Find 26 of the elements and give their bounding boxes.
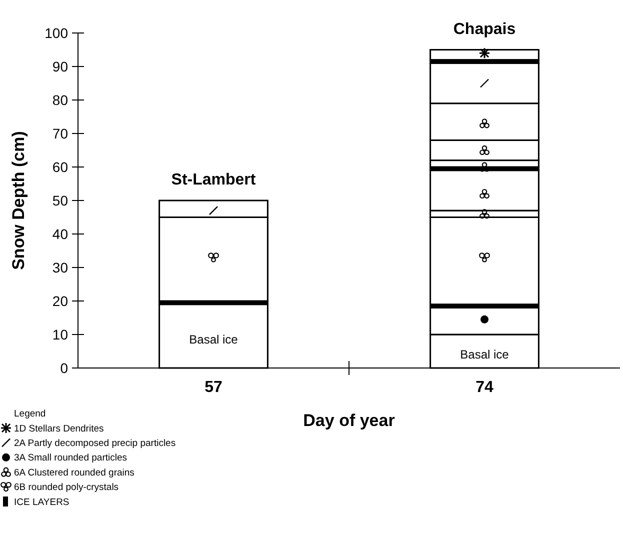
y-tick-label: 40 bbox=[52, 226, 68, 242]
legend-label: 6A Clustered rounded grains bbox=[14, 467, 135, 478]
x-tick-label: 74 bbox=[476, 379, 494, 396]
x-tick-label: 57 bbox=[204, 379, 222, 396]
y-tick-label: 80 bbox=[52, 92, 68, 108]
y-tick-label: 20 bbox=[52, 292, 68, 309]
x-axis-title: Day of year bbox=[303, 411, 396, 430]
legend-title: Legend bbox=[14, 408, 46, 420]
annotation: Chapais bbox=[453, 20, 516, 38]
annotation: Basal ice bbox=[460, 347, 510, 362]
y-tick-label: 70 bbox=[52, 125, 68, 142]
legend-label: 3A Small rounded particles bbox=[14, 452, 128, 464]
annotation: St-Lambert bbox=[171, 172, 256, 188]
y-tick-label: 100 bbox=[44, 24, 68, 41]
legend-label: 1D Stellars Dendrites bbox=[14, 423, 104, 434]
text: ICE LAYERS bbox=[14, 496, 70, 508]
annotation: Basal ice bbox=[189, 332, 238, 346]
y-tick-label: 50 bbox=[52, 192, 68, 208]
legend-label: 2A Partly decomposed precip particles bbox=[14, 438, 176, 450]
y-tick-label: 0 bbox=[60, 360, 68, 376]
y-axis-title: Snow Depth (cm) bbox=[9, 131, 28, 270]
legend-label: 6B rounded poly-crystals bbox=[14, 482, 119, 494]
y-tick-label: 90 bbox=[52, 58, 68, 74]
y-tick-label: 10 bbox=[52, 326, 68, 342]
y-tick-label: 60 bbox=[52, 158, 68, 175]
y-tick-label: 30 bbox=[52, 259, 68, 276]
